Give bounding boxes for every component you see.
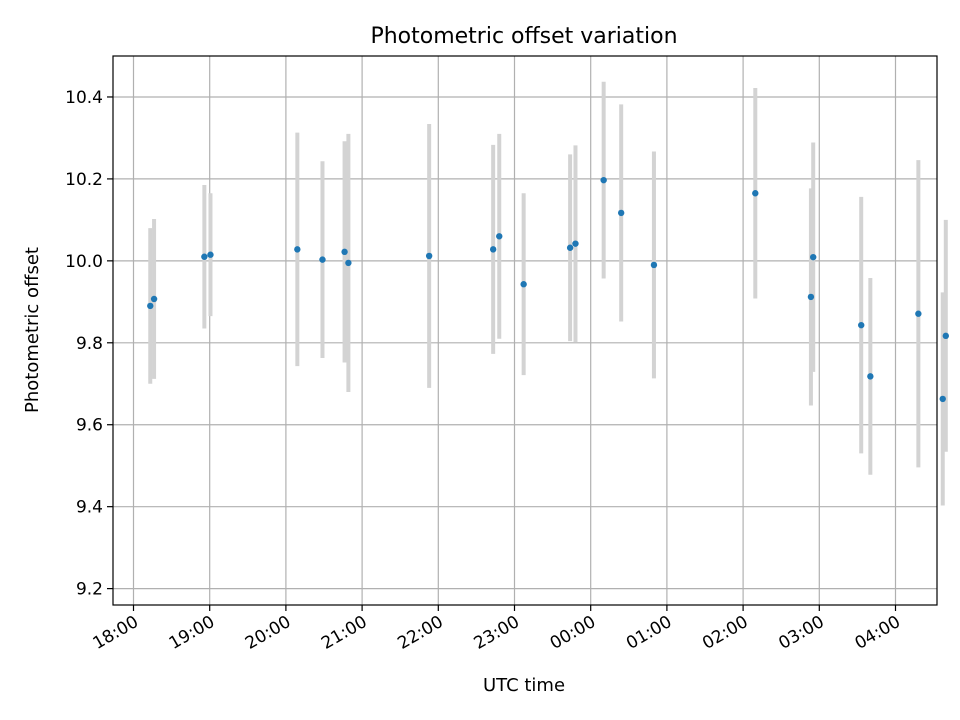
- y-tick-label: 10.0: [65, 252, 103, 272]
- data-point: [207, 251, 214, 258]
- y-axis-ticks: 9.2 9.4 9.6 9.8 10.0 10.2 10.4: [65, 88, 113, 600]
- data-point: [807, 293, 815, 301]
- data-point: [939, 395, 946, 403]
- y-tick-label: 10.4: [65, 88, 103, 108]
- data-point: [942, 332, 949, 340]
- y-tick-label: 9.4: [76, 498, 103, 518]
- y-tick-label: 9.2: [76, 580, 103, 600]
- x-axis-label: UTC time: [483, 675, 565, 696]
- y-axis-label: Photometric offset: [22, 247, 43, 413]
- data-point: [600, 176, 607, 184]
- data-point: [319, 256, 326, 263]
- data-point: [201, 253, 208, 260]
- data-point: [915, 310, 922, 317]
- data-point: [520, 281, 527, 288]
- data-point: [345, 259, 352, 267]
- data-point: [150, 295, 158, 303]
- data-point: [496, 233, 503, 240]
- data-point: [147, 302, 154, 310]
- chart-title: Photometric offset variation: [370, 24, 677, 49]
- y-tick-label: 10.2: [65, 170, 103, 190]
- y-tick-label: 9.8: [76, 334, 103, 354]
- data-point: [810, 253, 817, 261]
- data-points: [147, 176, 949, 403]
- data-point: [752, 190, 759, 197]
- data-point: [858, 321, 865, 329]
- data-point: [341, 248, 348, 256]
- data-point: [617, 209, 625, 217]
- data-point: [867, 373, 874, 380]
- plot-frame: [112, 55, 938, 606]
- data-point: [566, 244, 574, 251]
- data-point: [572, 240, 579, 247]
- data-point: [489, 246, 497, 253]
- data-point: [650, 261, 658, 269]
- y-tick-label: 9.6: [76, 416, 103, 436]
- data-point: [425, 252, 433, 260]
- data-point: [294, 246, 301, 253]
